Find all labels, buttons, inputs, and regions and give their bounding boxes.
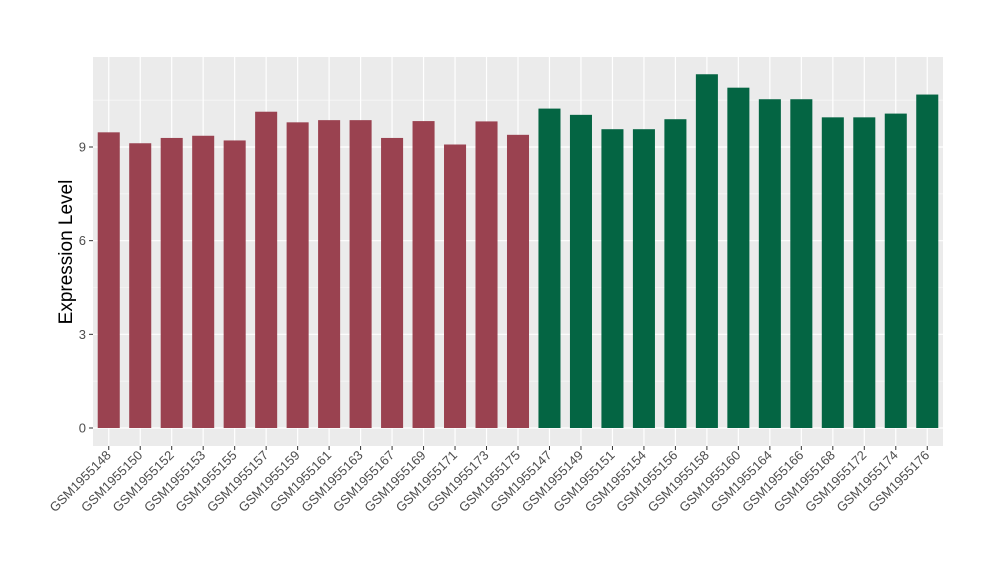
bar-GSM1955175: [506, 134, 530, 428]
bar-GSM1955169: [412, 121, 435, 428]
bar-GSM1955156: [664, 119, 687, 428]
bar-GSM1955174: [884, 113, 907, 428]
bar-GSM1955163: [349, 120, 372, 428]
bar-GSM1955149: [569, 114, 592, 428]
bar-GSM1955161: [318, 120, 341, 428]
bar-GSM1955167: [381, 137, 404, 428]
y-tick-label: 6: [79, 233, 86, 248]
bar-GSM1955152: [160, 137, 183, 428]
bar-GSM1955166: [790, 99, 813, 428]
bar-GSM1955171: [444, 144, 467, 428]
x-axis: GSM1955148GSM1955150GSM1955152GSM1955153…: [47, 446, 932, 515]
bars: [97, 74, 939, 429]
bar-GSM1955158: [695, 74, 718, 428]
y-tick-label: 3: [79, 327, 86, 342]
y-axis: 0 3 6 9: [79, 140, 93, 436]
bar-GSM1955148: [97, 132, 120, 428]
y-tick-label: 0: [79, 421, 86, 436]
bar-GSM1955164: [758, 99, 781, 428]
bar-GSM1955147: [538, 108, 561, 428]
bar-GSM1955173: [475, 121, 498, 429]
bar-GSM1955176: [916, 94, 939, 429]
bar-GSM1955159: [286, 122, 309, 428]
bar-GSM1955153: [192, 135, 215, 428]
bar-GSM1955160: [727, 87, 750, 428]
y-axis-title: Expression Level: [56, 180, 77, 325]
y-tick-label: 9: [79, 140, 86, 155]
bar-GSM1955151: [601, 129, 624, 428]
bar-GSM1955155: [223, 140, 246, 428]
bar-GSM1955157: [255, 111, 278, 429]
bar-GSM1955168: [821, 117, 844, 428]
bar-GSM1955172: [853, 117, 876, 428]
bar-GSM1955150: [129, 143, 152, 428]
bar-GSM1955154: [632, 129, 655, 428]
